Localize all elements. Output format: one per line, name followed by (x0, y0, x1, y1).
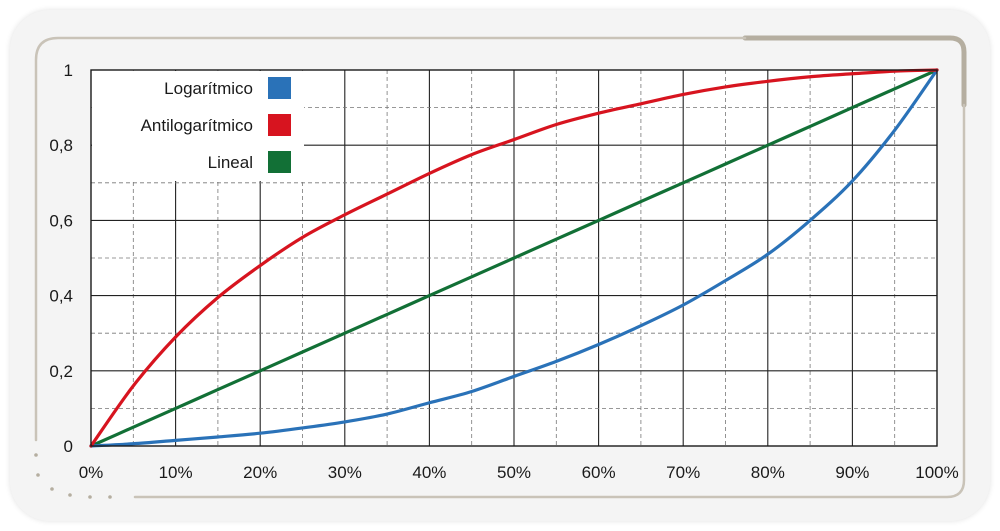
legend-swatch (268, 151, 291, 173)
y-tick-labels: 0 0,2 0,4 0,6 0,8 1 (49, 61, 73, 456)
y-tick-label: 0,8 (49, 136, 73, 155)
x-tick-label: 10% (159, 463, 193, 482)
legend-swatch (268, 77, 291, 99)
series-line-3 (89, 68, 939, 448)
legend-label: Logarítmico (164, 79, 253, 98)
legend-swatch (268, 114, 291, 136)
series-line-2 (89, 68, 939, 448)
plot-border (90, 69, 938, 447)
x-tick-label: 50% (497, 463, 531, 482)
x-tick-label: 100% (915, 463, 958, 482)
series-line-1 (89, 68, 939, 448)
x-tick-labels: 0% 10% 20% 30% 40% 50% 60% 70% 80% 90% 100% (79, 463, 959, 482)
x-tick-label: 60% (582, 463, 616, 482)
y-tick-label: 0,2 (49, 362, 73, 381)
y-tick-label: 1 (64, 61, 73, 80)
x-tick-label: 90% (835, 463, 869, 482)
series-layer (89, 68, 939, 448)
x-tick-label: 20% (243, 463, 277, 482)
x-tick-label: 30% (328, 463, 362, 482)
legend-label: Lineal (208, 153, 253, 172)
x-tick-label: 80% (751, 463, 785, 482)
legend: Logarítmico Antilogarítmico Lineal (92, 71, 304, 181)
y-tick-label: 0,4 (49, 287, 73, 306)
y-tick-label: 0 (64, 437, 73, 456)
x-tick-label: 0% (79, 463, 104, 482)
grid (91, 70, 937, 446)
y-tick-label: 0,6 (49, 211, 73, 230)
legend-label: Antilogarítmico (141, 116, 253, 135)
x-tick-label: 70% (666, 463, 700, 482)
x-tick-label: 40% (412, 463, 446, 482)
